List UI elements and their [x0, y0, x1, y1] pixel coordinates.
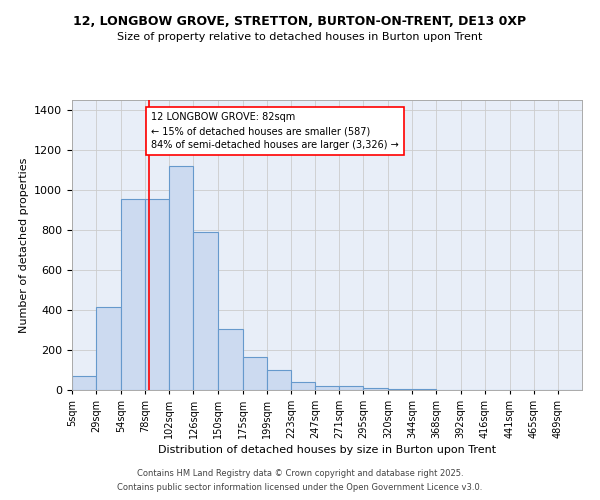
Bar — [363, 388, 388, 390]
X-axis label: Distribution of detached houses by size in Burton upon Trent: Distribution of detached houses by size … — [158, 446, 496, 456]
Y-axis label: Number of detached properties: Number of detached properties — [19, 158, 29, 332]
Bar — [315, 386, 339, 390]
Text: 12 LONGBOW GROVE: 82sqm
← 15% of detached houses are smaller (587)
84% of semi-d: 12 LONGBOW GROVE: 82sqm ← 15% of detache… — [151, 112, 399, 150]
Bar — [121, 199, 145, 390]
Text: Size of property relative to detached houses in Burton upon Trent: Size of property relative to detached ho… — [118, 32, 482, 42]
Bar — [169, 166, 193, 390]
Bar — [96, 307, 121, 390]
Text: Contains HM Land Registry data © Crown copyright and database right 2025.: Contains HM Land Registry data © Crown c… — [137, 468, 463, 477]
Bar — [193, 232, 218, 390]
Bar — [218, 329, 242, 390]
Bar — [388, 388, 412, 390]
Bar — [339, 386, 363, 390]
Bar — [242, 357, 267, 390]
Bar — [267, 370, 291, 390]
Bar — [291, 382, 315, 390]
Text: 12, LONGBOW GROVE, STRETTON, BURTON-ON-TRENT, DE13 0XP: 12, LONGBOW GROVE, STRETTON, BURTON-ON-T… — [73, 15, 527, 28]
Bar — [72, 376, 96, 390]
Text: Contains public sector information licensed under the Open Government Licence v3: Contains public sector information licen… — [118, 484, 482, 492]
Bar — [145, 199, 169, 390]
